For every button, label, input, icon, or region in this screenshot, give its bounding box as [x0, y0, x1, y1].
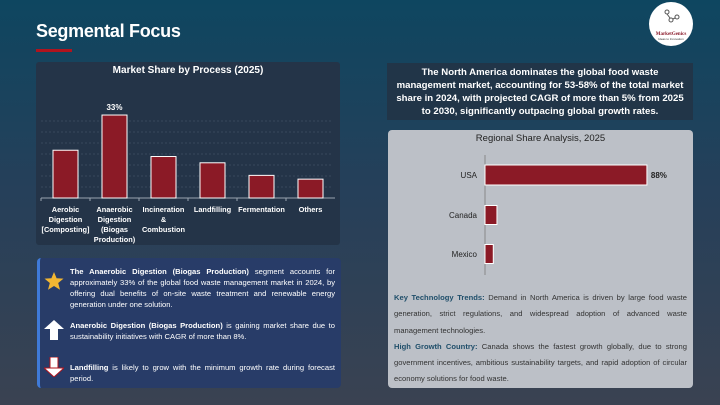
highlight-text: is likely to grow with the minimum growt… [70, 363, 335, 383]
category-label: Fermentation [238, 205, 285, 214]
bar [484, 205, 498, 225]
process-bar-chart: Aerobic Digestion [Composting] 33% Anaerobic… [40, 103, 335, 244]
highlight-bold: The Anaerobic Digestion (Biogas Producti… [70, 267, 249, 276]
highlight-item: Landfilling is likely to grow with the m… [70, 362, 335, 384]
process-chart-panel: Market Share by Process (2025) Aerobic Di… [36, 62, 340, 245]
category-label: Aerobic Digestion [Composting] [41, 205, 90, 234]
chart-title: Regional Share Analysis, 2025 [475, 133, 606, 144]
logo-name: MarketGenics [655, 32, 687, 37]
insights: Key Technology Trends: Demand in North A… [394, 290, 687, 388]
star-icon [44, 272, 64, 290]
data-label: 88% [651, 171, 667, 180]
regional-bar-chart: USA 88% Canada Mexico [449, 155, 667, 275]
bar [199, 162, 226, 199]
regional-panel: Regional Share Analysis, 2025 USA 88% Cana… [388, 130, 693, 388]
category-label: Canada [449, 211, 478, 220]
bar [484, 244, 494, 264]
highlight-bold: Landfilling [70, 363, 109, 372]
highlight-text: is gaining market share due to sustainab… [70, 321, 336, 341]
highlights-panel: The Anaerobic Digestion (Biogas Producti… [37, 258, 341, 388]
highlight-bold: Anaerobic Digestion (Biogas Production) [70, 321, 223, 330]
category-label: Others [299, 205, 323, 214]
chart-title: Market Share by Process (2025) [112, 65, 264, 76]
bar [484, 164, 648, 186]
logo-tagline: Ideas to Innovation [658, 37, 684, 41]
insight-item: Key Technology Trends: Demand in North A… [394, 290, 687, 339]
arrow-up-icon [44, 320, 64, 340]
category-label: Mexico [452, 250, 478, 259]
title-underline [36, 49, 72, 52]
bar [52, 149, 79, 199]
page-title: Segmental Focus [36, 21, 181, 41]
data-label: 33% [106, 103, 122, 112]
bar [297, 178, 324, 199]
highlight-item: Anaerobic Digestion (Biogas Production) … [70, 320, 335, 342]
logo: MarketGenics Ideas to Innovation [649, 2, 693, 46]
highlight-text: segment accounts for approximately 33% o… [70, 267, 335, 309]
bar [150, 156, 177, 199]
category-label: Anaerobic Digestion (Biogas Production) [94, 205, 136, 244]
category-label: Incineration & Combustion [142, 205, 186, 234]
insight-label: High Growth Country: [394, 341, 478, 351]
summary-text: The North America dominates the global f… [387, 63, 693, 120]
category-label: USA [461, 171, 478, 180]
insight-text: Demand in North America is driven by lar… [394, 293, 687, 335]
logo-molecule-icon [664, 9, 680, 23]
insight-item: High Growth Country: Canada shows the fa… [394, 339, 687, 388]
bar [101, 114, 128, 199]
insight-text: Canada shows the fastest growth globally… [394, 341, 687, 384]
arrow-down-icon [44, 357, 64, 377]
highlight-item: The Anaerobic Digestion (Biogas Producti… [70, 266, 335, 310]
bar [248, 174, 275, 199]
insight-label: Key Technology Trends: [394, 293, 485, 302]
category-label: Landfilling [194, 205, 232, 214]
